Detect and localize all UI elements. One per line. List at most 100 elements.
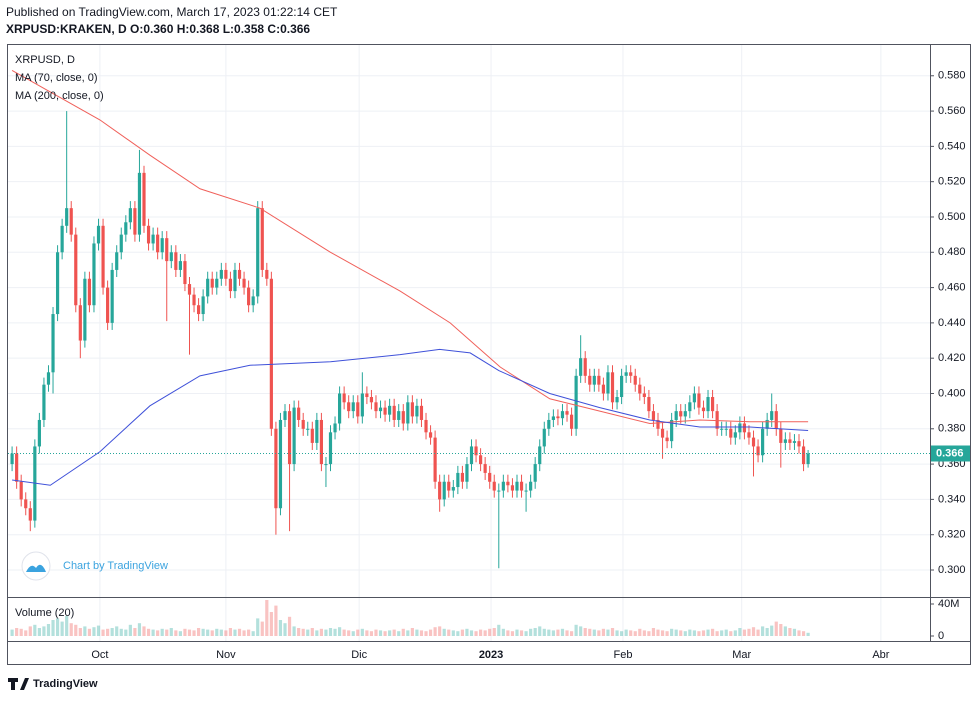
volume-bar xyxy=(78,628,82,636)
volume-bar xyxy=(174,630,178,636)
candle-body xyxy=(133,208,137,235)
volume-bar xyxy=(692,630,696,636)
candle-body xyxy=(283,411,287,420)
candle-body xyxy=(247,287,251,306)
candle-body xyxy=(174,252,178,270)
volume-bar xyxy=(683,631,687,636)
candle-body xyxy=(328,432,333,465)
watermark-text: Chart by TradingView xyxy=(63,560,168,572)
volume-bar xyxy=(547,629,551,636)
volume-bar xyxy=(401,628,405,636)
candle-body xyxy=(128,208,132,223)
candle-body xyxy=(647,397,651,412)
volume-bar xyxy=(33,624,37,636)
candle-body xyxy=(606,372,610,394)
volume-bar xyxy=(378,630,383,636)
footer-logo xyxy=(8,678,29,690)
volume-bar xyxy=(792,628,797,636)
candle-body xyxy=(783,439,787,443)
candle-body xyxy=(69,208,73,235)
volume-bar xyxy=(519,630,524,636)
volume-bar xyxy=(569,631,574,636)
candle-body xyxy=(219,269,223,279)
candle-body xyxy=(178,261,182,270)
candle-body xyxy=(210,278,214,288)
candle-body xyxy=(774,411,778,429)
volume-bar xyxy=(342,629,346,636)
volume-bar xyxy=(297,628,301,636)
candle-body xyxy=(501,481,505,491)
candle-body xyxy=(342,393,346,403)
volume-bar xyxy=(524,631,528,636)
volume-bar xyxy=(324,629,328,636)
candle-body xyxy=(351,402,355,412)
candle-body xyxy=(779,428,783,443)
candle-body xyxy=(137,172,142,235)
candle-body xyxy=(206,278,210,297)
volume-bar xyxy=(178,631,182,636)
candle-body xyxy=(124,222,128,235)
candle-body xyxy=(110,269,114,323)
volume-bar xyxy=(474,631,478,636)
volume-bar xyxy=(533,628,537,636)
candle-body xyxy=(151,234,155,244)
candle-body xyxy=(465,464,469,482)
volume-bar xyxy=(251,631,255,636)
legend-entry: MA (70, close, 0) xyxy=(15,72,98,84)
volume-bar xyxy=(720,630,724,636)
candle-body xyxy=(510,485,515,491)
candle-body xyxy=(401,411,405,424)
candle-body xyxy=(651,411,656,420)
volume-bar xyxy=(428,629,433,636)
candle-body xyxy=(515,481,519,491)
candle-body xyxy=(83,278,87,341)
candle-body xyxy=(96,225,101,244)
candle-body xyxy=(497,490,501,492)
volume-bar xyxy=(42,626,46,636)
y-tick-label: 0.480 xyxy=(938,246,966,258)
volume-bar xyxy=(788,628,792,636)
candle-body xyxy=(42,384,46,420)
volume-bar xyxy=(660,630,665,636)
volume-bar xyxy=(165,629,169,636)
candle-body xyxy=(629,372,633,376)
candle-body xyxy=(742,423,747,433)
volume-bar xyxy=(742,629,747,636)
volume-bar xyxy=(697,631,701,636)
volume-bar xyxy=(124,629,128,636)
volume-bar xyxy=(483,630,487,636)
volume-bar xyxy=(215,628,219,636)
candle-body xyxy=(460,472,464,482)
last-price-box xyxy=(931,445,970,462)
volume-bar xyxy=(761,626,765,636)
candle-body xyxy=(392,405,396,420)
watermark-icon xyxy=(21,551,51,581)
volume-bar xyxy=(679,630,683,636)
candle-body xyxy=(579,358,583,376)
volume-bar xyxy=(492,628,496,636)
candle-body xyxy=(65,208,69,226)
candle-body xyxy=(87,278,92,306)
candle-body xyxy=(256,208,260,297)
volume-bar xyxy=(647,631,651,636)
candle-body xyxy=(410,402,414,417)
candle-body xyxy=(506,481,510,486)
volume-bar xyxy=(374,629,378,636)
y-tick-label: 0.400 xyxy=(938,387,966,399)
published-note: Published on TradingView.com, March 17, … xyxy=(6,5,338,19)
volume-bar xyxy=(233,629,237,636)
volume-bar xyxy=(333,628,337,636)
volume-bar xyxy=(55,618,60,636)
volume-bar xyxy=(601,628,606,636)
candle-body xyxy=(519,481,524,491)
volume-bar xyxy=(46,624,51,636)
volume-bar xyxy=(101,629,105,636)
volume-bar xyxy=(328,628,333,636)
volume-bar xyxy=(806,632,810,636)
candle-body xyxy=(765,419,769,429)
candle-body xyxy=(383,407,387,415)
footer-brand: TradingView xyxy=(33,678,98,690)
volume-bar xyxy=(219,629,223,636)
volume-bar xyxy=(338,627,342,636)
